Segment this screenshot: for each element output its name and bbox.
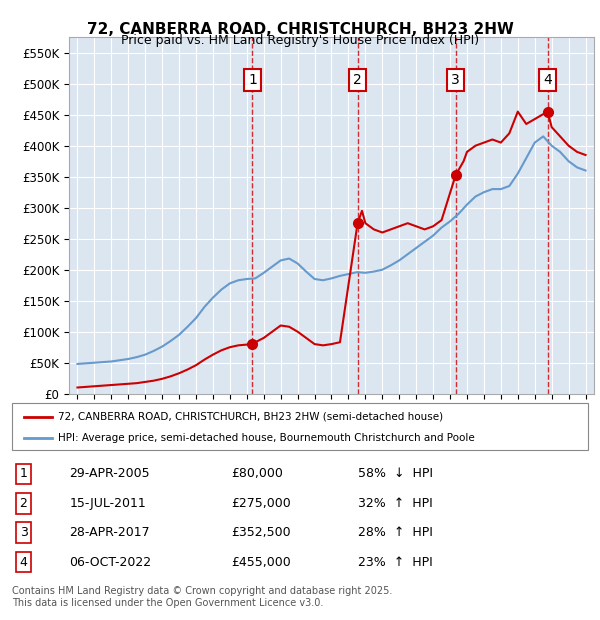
Text: £275,000: £275,000: [231, 497, 290, 510]
Text: 72, CANBERRA ROAD, CHRISTCHURCH, BH23 2HW: 72, CANBERRA ROAD, CHRISTCHURCH, BH23 2H…: [86, 22, 514, 37]
Text: £455,000: £455,000: [231, 556, 290, 569]
Text: 58%  ↓  HPI: 58% ↓ HPI: [358, 467, 433, 481]
Text: 06-OCT-2022: 06-OCT-2022: [70, 556, 152, 569]
Text: 1: 1: [20, 467, 28, 481]
Text: £352,500: £352,500: [231, 526, 290, 539]
Text: 1: 1: [248, 73, 257, 87]
FancyBboxPatch shape: [12, 403, 588, 450]
Text: 4: 4: [543, 73, 552, 87]
Text: 3: 3: [20, 526, 28, 539]
Text: 28-APR-2017: 28-APR-2017: [70, 526, 150, 539]
Text: 3: 3: [451, 73, 460, 87]
Text: Contains HM Land Registry data © Crown copyright and database right 2025.: Contains HM Land Registry data © Crown c…: [12, 586, 392, 596]
Text: 28%  ↑  HPI: 28% ↑ HPI: [358, 526, 433, 539]
Text: 15-JUL-2011: 15-JUL-2011: [70, 497, 146, 510]
Text: 72, CANBERRA ROAD, CHRISTCHURCH, BH23 2HW (semi-detached house): 72, CANBERRA ROAD, CHRISTCHURCH, BH23 2H…: [58, 412, 443, 422]
Text: This data is licensed under the Open Government Licence v3.0.: This data is licensed under the Open Gov…: [12, 598, 323, 608]
Text: 29-APR-2005: 29-APR-2005: [70, 467, 150, 481]
Text: 23%  ↑  HPI: 23% ↑ HPI: [358, 556, 433, 569]
Text: 2: 2: [20, 497, 28, 510]
Text: 2: 2: [353, 73, 362, 87]
Text: 32%  ↑  HPI: 32% ↑ HPI: [358, 497, 433, 510]
Text: Price paid vs. HM Land Registry's House Price Index (HPI): Price paid vs. HM Land Registry's House …: [121, 34, 479, 47]
Text: 4: 4: [20, 556, 28, 569]
Text: HPI: Average price, semi-detached house, Bournemouth Christchurch and Poole: HPI: Average price, semi-detached house,…: [58, 433, 475, 443]
Text: £80,000: £80,000: [231, 467, 283, 481]
